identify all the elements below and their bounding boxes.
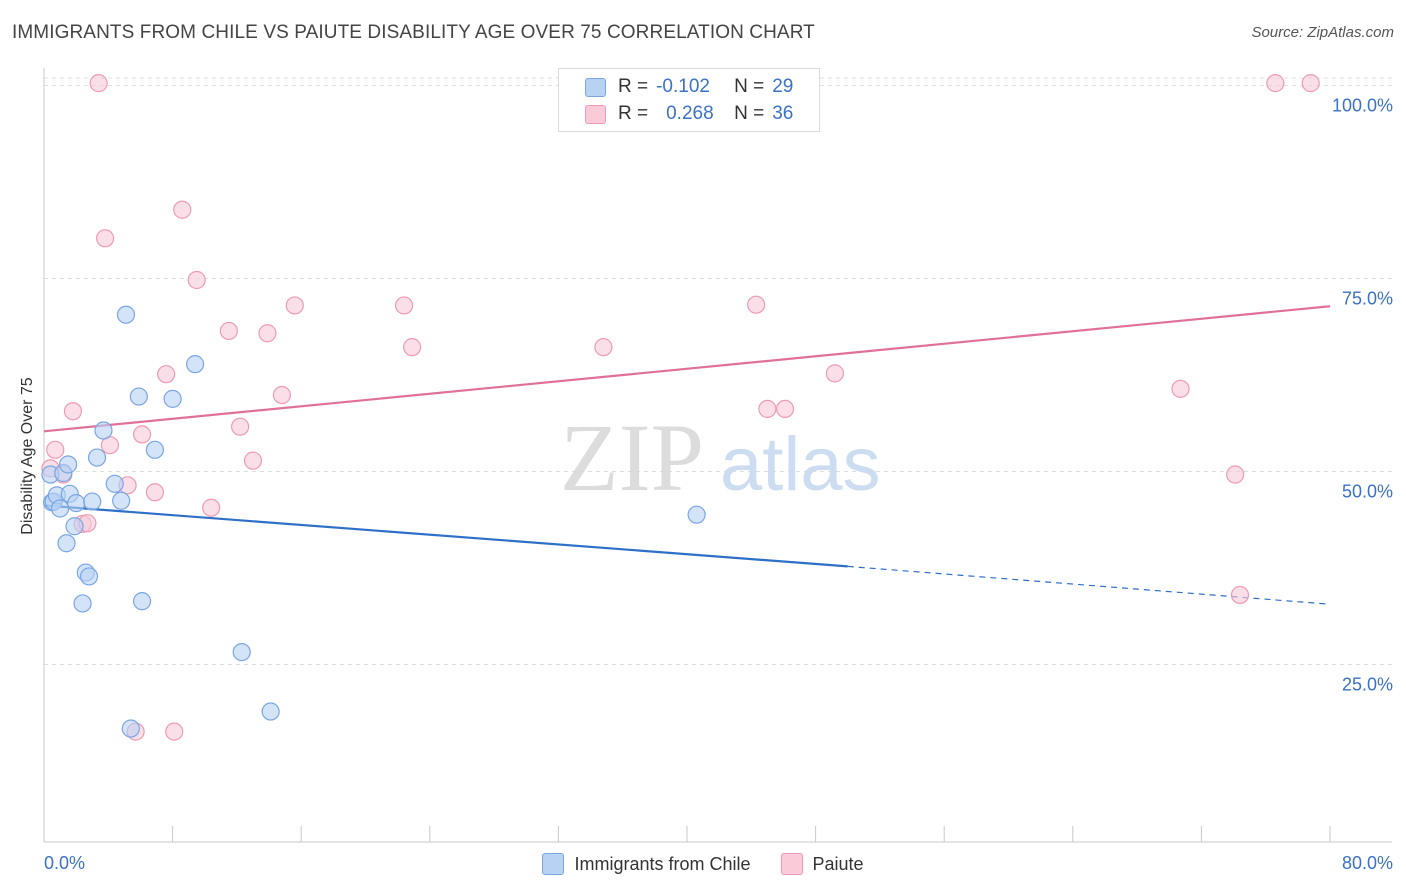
- point-paiute: [394, 296, 414, 315]
- label-layer: 25.0% 50.0% 75.0% 100.0% 0.0% 80.0%: [44, 95, 1393, 873]
- point-paiute: [1226, 465, 1245, 484]
- point-chile: [163, 389, 182, 408]
- watermark: ZIP atlas: [560, 404, 881, 511]
- point-paiute: [594, 338, 613, 357]
- trend-line-chile-extension: [847, 565, 1331, 605]
- series-legend-paiute[interactable]: Paiute: [780, 853, 864, 875]
- legend-r-value-paiute: 0.268: [666, 103, 714, 124]
- point-paiute: [202, 498, 221, 517]
- axis-layer: [43, 68, 1392, 843]
- point-chile: [687, 505, 706, 524]
- point-chile: [65, 517, 84, 536]
- x-tick-label-min: 0.0%: [44, 853, 85, 873]
- series-swatch-chile: [542, 853, 565, 875]
- point-paiute: [1171, 379, 1190, 398]
- chart-title: IMMIGRANTS FROM CHILE VS PAIUTE DISABILI…: [12, 22, 815, 43]
- point-paiute: [825, 364, 844, 383]
- point-chile: [59, 455, 78, 474]
- point-paiute: [272, 385, 292, 405]
- grid-layer: [44, 77, 1392, 665]
- series-label-chile: Immigrants from Chile: [574, 853, 751, 874]
- x-tick-label-max: 80.0%: [1342, 853, 1393, 873]
- legend-r-value-chile: -0.102: [656, 76, 710, 97]
- point-paiute: [63, 402, 83, 421]
- point-paiute: [775, 399, 795, 419]
- point-chile: [145, 440, 165, 459]
- point-paiute: [46, 440, 65, 459]
- series-legend-chile[interactable]: Immigrants from Chile: [542, 853, 751, 875]
- stats-legend: R = -0.102 N = 29 R = 0.268 N = 36: [558, 68, 820, 132]
- point-chile: [186, 355, 205, 374]
- series-swatch-paiute: [780, 853, 803, 875]
- legend-swatch-chile: [585, 77, 606, 97]
- y-tick-label: 100.0%: [1332, 95, 1393, 115]
- point-paiute: [285, 296, 304, 315]
- point-paiute: [1266, 74, 1285, 93]
- point-chile: [87, 448, 107, 467]
- series-label-paiute: Paiute: [812, 853, 864, 874]
- y-tick-label: 50.0%: [1342, 481, 1393, 501]
- point-chile: [112, 491, 131, 510]
- point-chile: [261, 702, 280, 721]
- point-paiute: [403, 338, 422, 357]
- trend-line-paiute: [43, 305, 1331, 433]
- point-chile: [94, 421, 113, 440]
- point-paiute: [758, 399, 777, 419]
- point-paiute: [89, 74, 108, 93]
- point-paiute: [95, 229, 115, 248]
- y-tick-label: 25.0%: [1342, 674, 1393, 694]
- y-axis-label: Disability Age Over 75: [19, 377, 36, 535]
- legend-swatch-paiute: [585, 104, 606, 124]
- point-chile: [57, 534, 76, 553]
- point-paiute: [258, 324, 277, 343]
- trend-layer: [43, 305, 1331, 605]
- legend-n-label-chile: N =: [734, 76, 765, 97]
- legend-n-value-paiute: 36: [772, 103, 794, 124]
- watermark-atlas: atlas: [720, 422, 881, 507]
- point-paiute: [1301, 74, 1320, 93]
- point-paiute: [132, 425, 152, 444]
- point-chile: [105, 474, 124, 493]
- point-chile: [129, 387, 148, 406]
- points-layer: [41, 74, 1320, 741]
- point-paiute: [173, 200, 192, 219]
- point-chile: [79, 567, 99, 586]
- source-label: Source: ZipAtlas.com: [1251, 24, 1394, 41]
- point-paiute: [231, 417, 250, 436]
- point-chile: [132, 592, 152, 611]
- watermark-zip: ZIP: [560, 404, 704, 511]
- legend-row-paiute: R = 0.268 N = 36: [585, 102, 793, 126]
- point-paiute: [187, 270, 206, 290]
- legend-r-label-paiute: R =: [618, 103, 649, 124]
- point-paiute: [165, 722, 184, 741]
- point-paiute: [243, 451, 263, 470]
- series-legend: Immigrants from Chile Paiute: [0, 852, 1406, 876]
- point-chile: [50, 499, 70, 518]
- point-chile: [121, 719, 140, 738]
- point-paiute: [145, 483, 165, 502]
- point-paiute: [1230, 585, 1250, 605]
- y-tick-label: 75.0%: [1342, 288, 1393, 308]
- point-paiute: [747, 295, 766, 314]
- legend-row-chile: R = -0.102 N = 29: [585, 75, 793, 99]
- legend-n-value-chile: 29: [772, 76, 794, 97]
- legend-r-label-chile: R =: [618, 76, 649, 97]
- point-paiute: [157, 365, 176, 384]
- point-chile: [83, 492, 102, 511]
- point-chile: [232, 642, 251, 662]
- point-chile: [116, 305, 136, 324]
- trend-line-chile: [43, 504, 848, 568]
- legend-n-label-paiute: N =: [734, 103, 765, 124]
- point-chile: [73, 594, 92, 613]
- point-paiute: [219, 321, 238, 341]
- point-chile: [67, 493, 86, 513]
